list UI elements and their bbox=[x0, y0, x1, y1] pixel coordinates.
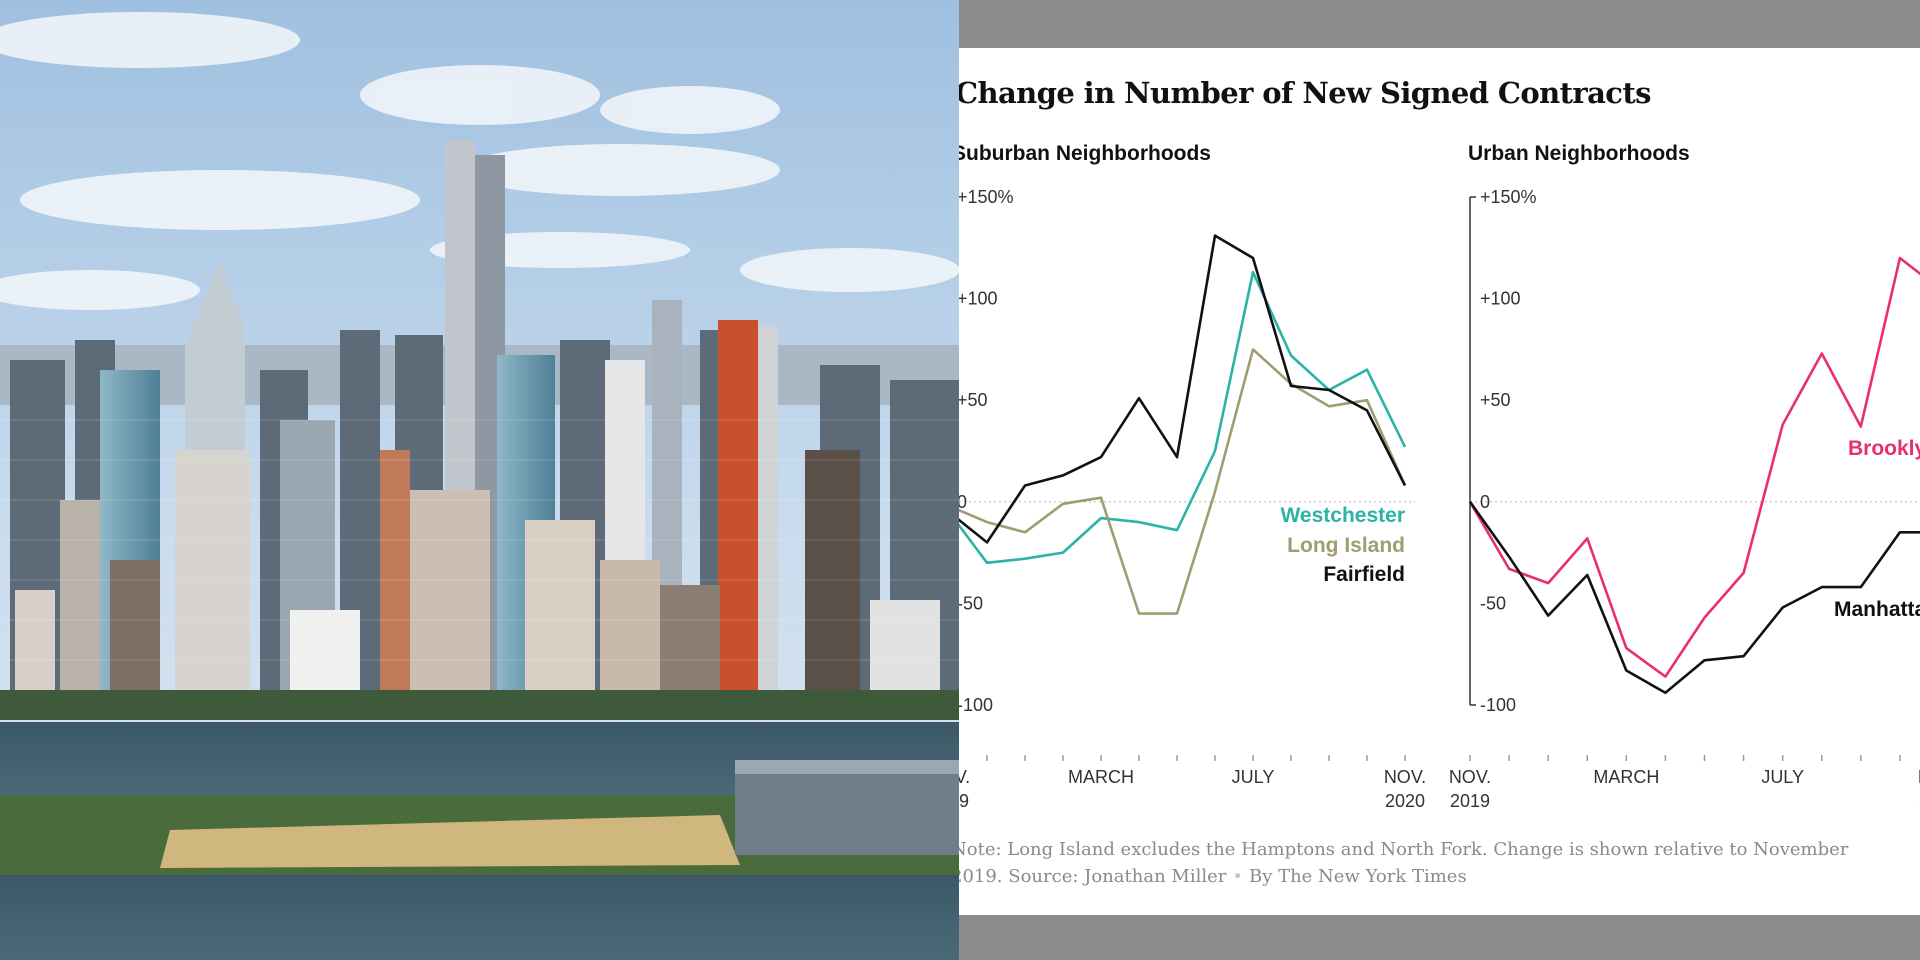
fairfield-series-label: Fairfield bbox=[1323, 563, 1405, 586]
top-border-band bbox=[959, 0, 1920, 48]
chart-panel: Change in Number of New Signed Contracts… bbox=[959, 0, 1920, 960]
urban-x-tick-label: 2020 bbox=[1919, 791, 1920, 811]
chart-note: Note: Long Island excludes the Hamptons … bbox=[959, 836, 1891, 890]
urban-x-tick-label: 2019 bbox=[1450, 791, 1490, 811]
urban-y-tick-label: -50 bbox=[1480, 593, 1506, 613]
urban-subtitle: Urban Neighborhoods bbox=[1468, 142, 1690, 165]
urban-plot: +150% +100 +50 0 -50 -100 NOV. 2019 MARCH JULY NOV… bbox=[1449, 187, 1920, 811]
suburban-y-tick-label: -50 bbox=[959, 593, 983, 613]
suburban-plot: +150% +100 +50 0 -50 -100 NOV. 2019 MARCH JULY NOV… bbox=[959, 187, 1426, 811]
suburban-y-tick-label: -100 bbox=[959, 695, 993, 715]
suburban-y-tick-label: 0 bbox=[959, 492, 967, 512]
suburban-x-tick-label: JULY bbox=[1232, 767, 1275, 787]
note-text: Note: Long Island excludes the Hamptons … bbox=[959, 839, 1849, 887]
urban-y-tick-label: +50 bbox=[1480, 390, 1511, 410]
urban-y-tick-label: 0 bbox=[1480, 492, 1490, 512]
skyline-photo bbox=[0, 0, 959, 960]
suburban-subtitle: Suburban Neighborhoods bbox=[959, 142, 1211, 165]
chart-title: Change in Number of New Signed Contracts bbox=[959, 76, 1651, 110]
urban-y-tick-label: +150% bbox=[1480, 187, 1537, 207]
urban-x-tick-label: MARCH bbox=[1593, 767, 1659, 787]
bottom-border-band bbox=[959, 915, 1920, 960]
urban-x-tick-label: JULY bbox=[1761, 767, 1804, 787]
manhattan-series-label: Manhattan bbox=[1834, 598, 1920, 621]
suburban-x-tick-label: MARCH bbox=[1068, 767, 1134, 787]
urban-y-tick-label: -100 bbox=[1480, 695, 1516, 715]
suburban-y-tick-label: +100 bbox=[959, 289, 998, 309]
suburban-x-tick-label: 2020 bbox=[1385, 791, 1425, 811]
urban-y-tick-label: +100 bbox=[1480, 289, 1521, 309]
byline: By The New York Times bbox=[1248, 866, 1467, 887]
long-island-series-label: Long Island bbox=[1287, 534, 1405, 557]
urban-x-tick-label: NOV. bbox=[1918, 767, 1920, 787]
chart-canvas: +150% +100 +50 0 -50 -100 NOV. 2019 MARCH JULY NOV… bbox=[959, 187, 1920, 811]
urban-x-tick-label: NOV. bbox=[1449, 767, 1491, 787]
separator-dot: • bbox=[1232, 866, 1243, 887]
suburban-x-tick-label: NOV. bbox=[1384, 767, 1426, 787]
suburban-x-tick-label: NOV. bbox=[959, 767, 970, 787]
brooklyn-series-line bbox=[1468, 256, 1920, 678]
manhattan-skyline-image bbox=[0, 0, 959, 960]
westchester-series-label: Westchester bbox=[1280, 504, 1405, 527]
suburban-x-tick-label: 2019 bbox=[959, 791, 969, 811]
suburban-y-tick-label: +50 bbox=[959, 390, 988, 410]
brooklyn-series-label: Brooklyn bbox=[1848, 437, 1920, 460]
fairfield-series-line bbox=[959, 234, 1407, 544]
suburban-y-tick-label: +150% bbox=[959, 187, 1014, 207]
